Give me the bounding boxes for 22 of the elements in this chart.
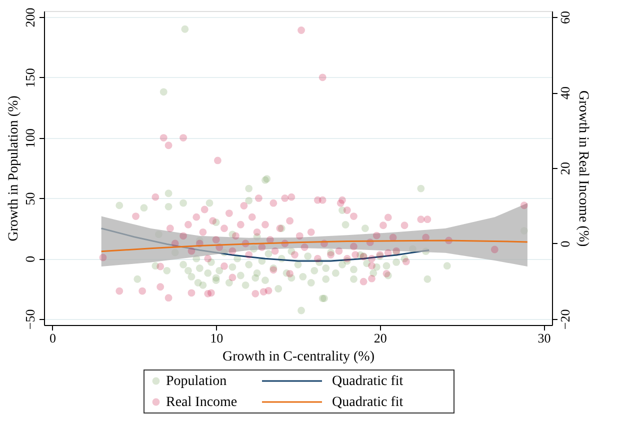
legend-label: Population xyxy=(166,374,227,389)
legend-label: Real Income xyxy=(166,395,238,410)
y-tick-label: 50 xyxy=(22,192,38,206)
y-axis-title: Growth in Population (%) xyxy=(6,95,22,242)
legend-label: Quadratic fit xyxy=(332,395,404,410)
y2-tick-label: 20 xyxy=(558,162,572,175)
y2-axis-title: Growth in Real Income (%) xyxy=(576,90,590,247)
y2-tick-label: 40 xyxy=(558,86,572,100)
y-tick-label: 100 xyxy=(22,128,38,148)
y2-tick-label: 0 xyxy=(558,240,572,248)
y2-tick-label: 60 xyxy=(558,11,572,24)
x-tick-label: 30 xyxy=(538,330,551,346)
x-tick-label: 0 xyxy=(49,330,56,346)
y-tick-label: 150 xyxy=(22,68,38,88)
y2-tick-label: −20 xyxy=(558,309,572,330)
y-tick-label: 200 xyxy=(22,8,38,28)
y-tick-label: −50 xyxy=(22,309,38,330)
x-tick-label: 10 xyxy=(210,330,224,346)
legend-label: Quadratic fit xyxy=(332,374,404,389)
y-tick-label: 0 xyxy=(22,256,38,262)
x-axis-title: Growth in C-centrality (%) xyxy=(222,350,375,364)
x-tick-label: 20 xyxy=(374,330,387,346)
